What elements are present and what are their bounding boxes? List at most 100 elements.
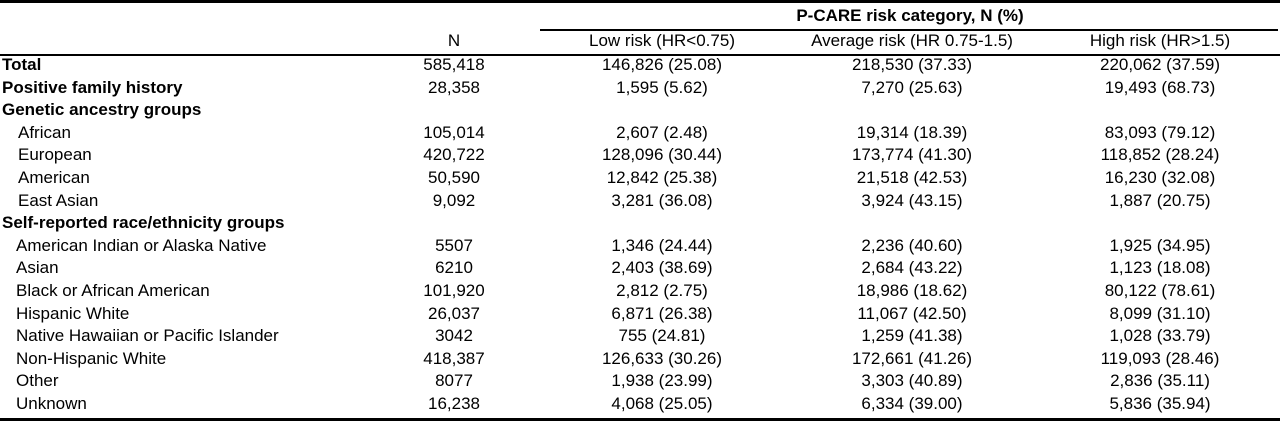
cell-average-risk: 2,236 (40.60) xyxy=(861,235,963,255)
cell-high-risk: 83,093 (79.12) xyxy=(1104,122,1216,142)
section-label: Genetic ancestry groups xyxy=(2,100,202,120)
cell-n: 418,387 xyxy=(423,348,485,368)
cell-n: 5507 xyxy=(435,235,473,255)
section-row-self-reported-race: Self-reported race/ethnicity groups xyxy=(0,212,1280,235)
cell-average-risk: 3,924 (43.15) xyxy=(861,190,963,210)
top-rule xyxy=(0,0,1280,3)
cell-low-risk: 3,281 (36.08) xyxy=(611,190,713,210)
cell-low-risk: 2,403 (38.69) xyxy=(611,258,713,278)
column-header-label xyxy=(0,29,368,54)
row-label: European xyxy=(18,145,92,165)
group-header-rule xyxy=(540,29,1278,31)
column-header-high-risk: High risk (HR>1.5) xyxy=(1089,31,1231,51)
cell-n: 101,920 xyxy=(423,280,485,300)
cell-average-risk: 2,684 (43.22) xyxy=(861,258,963,278)
row-label: Other xyxy=(16,371,59,391)
column-header-n: N xyxy=(447,31,461,51)
cell-n: 8077 xyxy=(435,371,473,391)
cell-n: 585,418 xyxy=(423,55,485,74)
bottom-rule xyxy=(0,418,1280,421)
row-label: American Indian or Alaska Native xyxy=(16,235,267,255)
cell-n: 105,014 xyxy=(423,122,485,142)
cell-high-risk: 1,028 (33.79) xyxy=(1109,326,1211,346)
cell-average-risk: 1,259 (41.38) xyxy=(861,326,963,346)
header-rule xyxy=(0,54,1280,56)
cell-low-risk: 755 (24.81) xyxy=(618,326,706,346)
cell-low-risk: 1,595 (5.62) xyxy=(616,77,708,97)
row-label: Black or African American xyxy=(16,280,210,300)
cell-high-risk: 220,062 (37.59) xyxy=(1099,55,1221,74)
table-row-total: Total 585,418 146,826 (25.08) 218,530 (3… xyxy=(0,54,1280,77)
row-label: Hispanic White xyxy=(16,303,130,323)
section-label: Self-reported race/ethnicity groups xyxy=(2,213,285,233)
cell-average-risk: 173,774 (41.30) xyxy=(851,145,973,165)
row-label: African xyxy=(18,122,71,142)
cell-high-risk: 8,099 (31.10) xyxy=(1109,303,1211,323)
cell-average-risk: 21,518 (42.53) xyxy=(856,167,968,187)
row-label: American xyxy=(18,167,90,187)
table-row: Hispanic White 26,037 6,871 (26.38) 11,0… xyxy=(0,303,1280,326)
group-header-blank-n xyxy=(368,3,540,29)
table-row: Non-Hispanic White 418,387 126,633 (30.2… xyxy=(0,348,1280,371)
cell-high-risk: 1,887 (20.75) xyxy=(1109,190,1211,210)
column-header-low-risk: Low risk (HR<0.75) xyxy=(589,31,735,51)
table-row: American Indian or Alaska Native 5507 1,… xyxy=(0,235,1280,258)
cell-low-risk: 12,842 (25.38) xyxy=(606,167,718,187)
cell-low-risk: 6,871 (26.38) xyxy=(611,303,713,323)
cell-high-risk: 118,852 (28.24) xyxy=(1100,145,1220,165)
cell-n: 28,358 xyxy=(428,77,480,97)
cell-low-risk: 1,346 (24.44) xyxy=(611,235,713,255)
cell-n: 3042 xyxy=(435,326,473,346)
table-row: Native Hawaiian or Pacific Islander 3042… xyxy=(0,325,1280,348)
cell-n: 26,037 xyxy=(428,303,480,323)
cell-average-risk: 18,986 (18.62) xyxy=(856,280,968,300)
cell-n: 16,238 xyxy=(428,393,480,413)
cell-n: 50,590 xyxy=(428,167,480,187)
table-row: European 420,722 128,096 (30.44) 173,774… xyxy=(0,144,1280,167)
table-row: East Asian 9,092 3,281 (36.08) 3,924 (43… xyxy=(0,190,1280,213)
cell-low-risk: 128,096 (30.44) xyxy=(601,145,723,165)
cell-low-risk: 2,607 (2.48) xyxy=(616,122,708,142)
cell-high-risk: 19,493 (68.73) xyxy=(1104,77,1216,97)
cell-average-risk: 172,661 (41.26) xyxy=(851,348,973,368)
cell-high-risk: 119,093 (28.46) xyxy=(1100,348,1220,368)
row-label: Native Hawaiian or Pacific Islander xyxy=(16,326,279,346)
row-label: Unknown xyxy=(16,393,87,413)
group-header-blank xyxy=(0,3,368,29)
cell-high-risk: 1,925 (34.95) xyxy=(1109,235,1211,255)
cell-high-risk: 2,836 (35.11) xyxy=(1110,371,1210,391)
group-header-row: P-CARE risk category, N (%) xyxy=(0,3,1280,29)
cell-low-risk: 1,938 (23.99) xyxy=(611,371,713,391)
cell-average-risk: 6,334 (39.00) xyxy=(861,393,963,413)
table-row: American 50,590 12,842 (25.38) 21,518 (4… xyxy=(0,167,1280,190)
cell-high-risk: 80,122 (78.61) xyxy=(1104,280,1216,300)
group-header-title: P-CARE risk category, N (%) xyxy=(796,5,1024,25)
table-row: African 105,014 2,607 (2.48) 19,314 (18.… xyxy=(0,122,1280,145)
table-row: Asian 6210 2,403 (38.69) 2,684 (43.22) 1… xyxy=(0,257,1280,280)
cell-high-risk: 1,123 (18.08) xyxy=(1109,258,1211,278)
cell-n: 420,722 xyxy=(423,145,485,165)
table-row: Black or African American 101,920 2,812 … xyxy=(0,280,1280,303)
cell-average-risk: 19,314 (18.39) xyxy=(856,122,968,142)
cell-n: 9,092 xyxy=(432,190,476,210)
row-label: Non-Hispanic White xyxy=(16,348,167,368)
cell-low-risk: 2,812 (2.75) xyxy=(616,280,708,300)
table-row: Unknown 16,238 4,068 (25.05) 6,334 (39.0… xyxy=(0,393,1280,416)
cell-high-risk: 16,230 (32.08) xyxy=(1104,167,1216,187)
cell-low-risk: 126,633 (30.26) xyxy=(601,348,723,368)
table-row-family-history: Positive family history 28,358 1,595 (5.… xyxy=(0,77,1280,100)
cell-average-risk: 7,270 (25.63) xyxy=(861,77,963,97)
row-label: Total xyxy=(2,55,42,74)
cell-low-risk: 146,826 (25.08) xyxy=(601,55,723,74)
cell-high-risk: 5,836 (35.94) xyxy=(1109,393,1211,413)
cell-average-risk: 218,530 (37.33) xyxy=(851,55,973,74)
cell-average-risk: 11,067 (42.50) xyxy=(857,303,967,323)
column-header-average-risk: Average risk (HR 0.75-1.5) xyxy=(811,31,1013,51)
table-row: Other 8077 1,938 (23.99) 3,303 (40.89) 2… xyxy=(0,370,1280,393)
cell-average-risk: 3,303 (40.89) xyxy=(861,371,963,391)
row-label: Positive family history xyxy=(2,77,183,97)
section-row-genetic-ancestry: Genetic ancestry groups xyxy=(0,99,1280,122)
cell-n: 6210 xyxy=(435,258,473,278)
risk-category-table: P-CARE risk category, N (%) N Low risk (… xyxy=(0,3,1280,416)
